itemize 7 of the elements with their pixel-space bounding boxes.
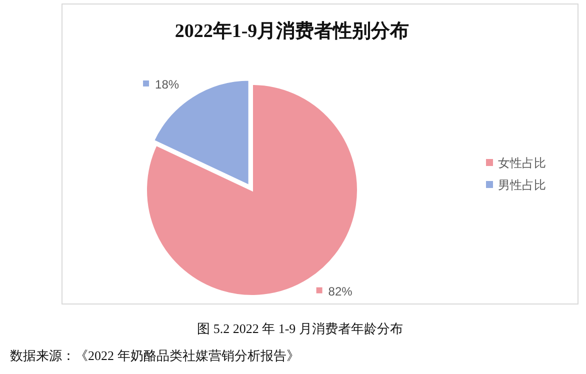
legend-label: 男性占比 xyxy=(498,178,546,192)
data-label: 82% xyxy=(328,284,353,298)
source-note: 数据来源：《2022 年奶酪品类社媒营销分析报告》 xyxy=(10,348,300,363)
caption: 图 5.2 2022 年 1-9 月消费者年龄分布 xyxy=(197,321,403,336)
chart-title: 2022年1-9月消费者性别分布 xyxy=(174,20,410,42)
data-label: 18% xyxy=(155,77,180,92)
legend-label: 女性占比 xyxy=(498,156,546,170)
